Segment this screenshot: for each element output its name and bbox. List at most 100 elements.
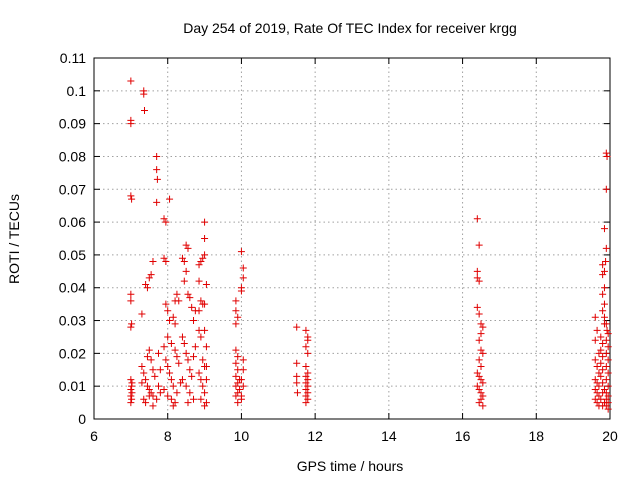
data-point: [475, 399, 483, 407]
data-point: [182, 241, 190, 249]
data-point: [182, 382, 190, 390]
data-point: [234, 379, 242, 387]
y-tick-label: 0.11: [60, 50, 86, 66]
data-point: [160, 254, 168, 262]
data-point: [604, 356, 612, 364]
data-point: [477, 330, 485, 338]
data-point: [173, 389, 181, 397]
data-point: [604, 369, 612, 377]
data-point: [302, 379, 310, 387]
data-point: [127, 297, 135, 305]
data-point: [138, 379, 146, 387]
data-point: [175, 359, 183, 367]
data-point: [234, 399, 242, 407]
data-point: [591, 376, 599, 384]
data-point: [167, 340, 175, 348]
data-point: [160, 385, 168, 393]
data-point: [595, 369, 603, 377]
data-point: [127, 77, 135, 85]
data-point: [167, 395, 175, 403]
y-tick-label: 0.03: [59, 313, 86, 329]
data-point: [160, 343, 168, 351]
plot-frame: [93, 57, 611, 420]
data-point: [600, 284, 608, 292]
data-point: [171, 320, 179, 328]
data-point: [184, 290, 192, 298]
x-tick-label: 10: [234, 428, 250, 444]
data-point: [477, 389, 485, 397]
data-point: [234, 353, 242, 361]
data-point: [191, 343, 199, 351]
data-point: [128, 395, 136, 403]
data-point: [166, 317, 174, 325]
data-point: [166, 195, 174, 203]
data-point: [178, 333, 186, 341]
data-point: [593, 362, 601, 370]
data-point: [202, 399, 210, 407]
data-point: [145, 385, 153, 393]
data-point: [232, 307, 240, 315]
data-point: [142, 376, 150, 384]
data-point: [593, 326, 601, 334]
data-point: [304, 389, 312, 397]
data-point: [178, 376, 186, 384]
data-point: [473, 382, 481, 390]
data-point: [232, 346, 240, 354]
data-point: [140, 90, 148, 98]
data-point: [202, 343, 210, 351]
data-point: [599, 271, 607, 279]
data-point: [147, 389, 155, 397]
data-point: [475, 241, 483, 249]
data-point: [143, 284, 151, 292]
data-point: [197, 297, 205, 305]
data-point: [602, 257, 610, 265]
data-point: [602, 402, 610, 410]
data-point: [304, 376, 312, 384]
data-point: [473, 267, 481, 275]
data-point: [145, 346, 153, 354]
data-point: [595, 392, 603, 400]
data-point: [602, 376, 610, 384]
data-point: [599, 353, 607, 361]
data-point: [177, 379, 185, 387]
data-point: [232, 382, 240, 390]
data-point: [153, 395, 161, 403]
data-point: [182, 349, 190, 357]
x-tick-label: 16: [455, 428, 471, 444]
data-point: [604, 382, 612, 390]
x-tick-label: 12: [307, 428, 323, 444]
data-point: [293, 372, 301, 380]
data-point: [602, 244, 610, 252]
data-point: [201, 389, 209, 397]
data-point: [597, 372, 605, 380]
data-point: [128, 389, 136, 397]
data-point: [302, 372, 310, 380]
data-point: [186, 294, 194, 302]
data-point: [603, 152, 611, 160]
data-point: [162, 356, 170, 364]
data-point: [169, 402, 177, 410]
data-point: [604, 343, 612, 351]
data-point: [599, 379, 607, 387]
data-point: [197, 395, 205, 403]
data-point: [127, 120, 135, 128]
y-tick-label: 0.07: [59, 181, 86, 197]
data-point: [188, 303, 196, 311]
data-point: [302, 392, 310, 400]
data-point: [600, 313, 608, 321]
data-point: [477, 395, 485, 403]
data-point: [599, 366, 607, 374]
x-tick-label: 14: [381, 428, 397, 444]
data-point: [127, 392, 135, 400]
data-point: [302, 399, 310, 407]
data-point: [153, 175, 161, 183]
data-point: [169, 382, 177, 390]
data-point: [475, 277, 483, 285]
data-point: [145, 392, 153, 400]
data-point: [600, 300, 608, 308]
data-points: [127, 77, 612, 413]
data-point: [232, 320, 240, 328]
data-point: [236, 385, 244, 393]
data-point: [138, 310, 146, 318]
data-point: [602, 389, 610, 397]
